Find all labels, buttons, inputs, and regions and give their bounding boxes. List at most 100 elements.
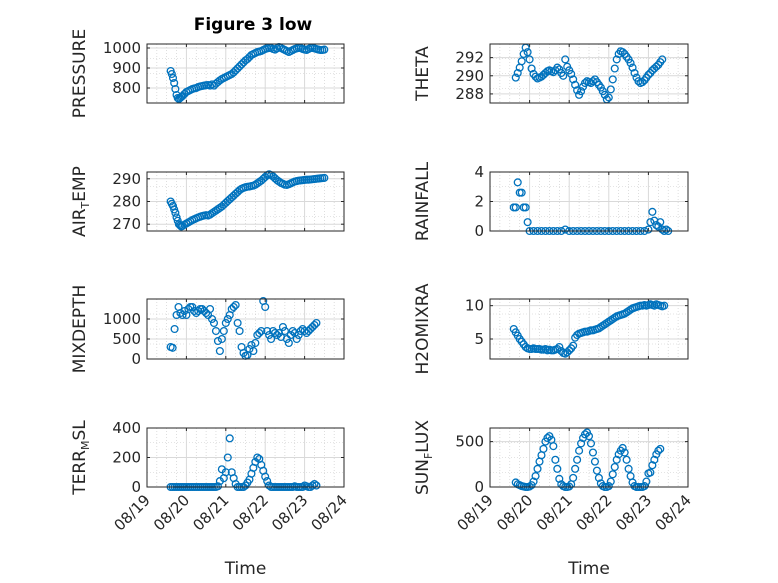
data-point [278,322,287,332]
data-point [559,71,568,80]
data-point [261,302,270,312]
y-tick-label: 800 [112,79,141,97]
y-tick-label: 0 [474,478,484,496]
data-point [571,80,580,89]
y-tick-label: 1000 [103,310,141,328]
y-tick-label: 5 [474,330,484,348]
axes-frame [489,427,689,488]
subplot-h2omixra: 5 10 H2OMIXRA [413,283,689,375]
data-point [588,77,598,86]
data-point [646,468,655,477]
axes-frame [489,171,689,232]
data-point [513,68,522,78]
data-point [529,477,538,486]
data-point [312,481,321,490]
data-point [310,320,319,330]
data-point [644,70,653,79]
data-point [652,62,661,71]
data-point [168,201,178,211]
y-tick-label: 270 [112,215,141,233]
data-point [580,430,590,439]
data-point [172,310,181,320]
data-point [531,72,540,81]
data-point [280,326,289,336]
data-point [263,326,272,336]
data-point [592,466,601,475]
data-point [320,173,329,182]
y-tick-label: 0 [474,222,484,240]
data-point [604,93,613,102]
data-point [211,326,221,336]
data-point [523,48,532,57]
data-point [308,481,317,490]
data-point [567,69,576,79]
y-axis-label: AIRTEMP [70,166,92,237]
data-point [213,482,222,491]
data-point [575,446,584,455]
data-point [219,326,228,336]
data-point [168,73,178,83]
data-point [245,344,254,354]
data-point [170,205,179,214]
data-point [569,473,578,482]
y-tick-label: 1000 [103,39,141,57]
data-point [235,326,244,336]
data-point [648,461,657,470]
data-point [167,69,176,79]
data-point [565,346,574,355]
y-axis-label: PRESSURE [70,29,90,118]
subplot-pressure: 800 900 1000 PRESSURE [70,29,345,118]
data-point [553,464,562,473]
y-axis-label: THETA [413,46,433,102]
data-point [178,310,187,320]
y-axis-label: H2OMIXRA [413,283,433,374]
data-point [612,455,621,464]
data-point [180,306,189,316]
data-point [604,482,613,491]
subplot-air-temp: 270 280 290 AIRTEMP [70,166,345,237]
data-point [662,225,671,234]
data-point [561,55,570,64]
data-point [549,442,558,451]
data-point [176,93,185,103]
figure-title: Figure 3 low [194,15,313,35]
subplot-mixdepth: 0 500 1000 MIXDEPTH [70,285,345,373]
y-tick-label: 0 [131,478,141,496]
data-point [223,314,232,324]
data-point [225,434,234,443]
y-tick-label: 500 [455,433,484,451]
data-point [612,55,621,64]
data-point [618,443,627,453]
data-point [171,208,180,217]
data-point [229,302,238,312]
data-point [590,457,599,466]
data-point [588,448,598,457]
data-point [656,444,665,453]
y-tick-label: 2 [474,193,484,211]
data-point [209,318,219,328]
data-point [586,439,596,448]
data-point [223,453,232,462]
data-point [286,330,295,340]
data-point [233,318,242,328]
data-point [173,93,182,103]
data-point [270,328,280,338]
data-point [221,468,230,477]
y-tick-label: 4 [474,163,484,181]
y-tick-label: 0 [131,350,141,368]
data-point [577,439,586,448]
y-tick-label: 500 [112,330,141,348]
data-point [634,77,643,86]
data-point [253,453,262,462]
subplot-rainfall: 0 2 4 RAINFALL [413,161,689,241]
data-point [511,203,520,212]
data-point [517,57,526,66]
y-tick-label: 290 [112,170,141,188]
data-point [292,334,301,344]
data-point [215,346,224,356]
data-point [553,63,562,72]
y-axis-label: TERRMSL [70,420,92,496]
data-point [312,318,321,328]
data-point [654,446,663,455]
